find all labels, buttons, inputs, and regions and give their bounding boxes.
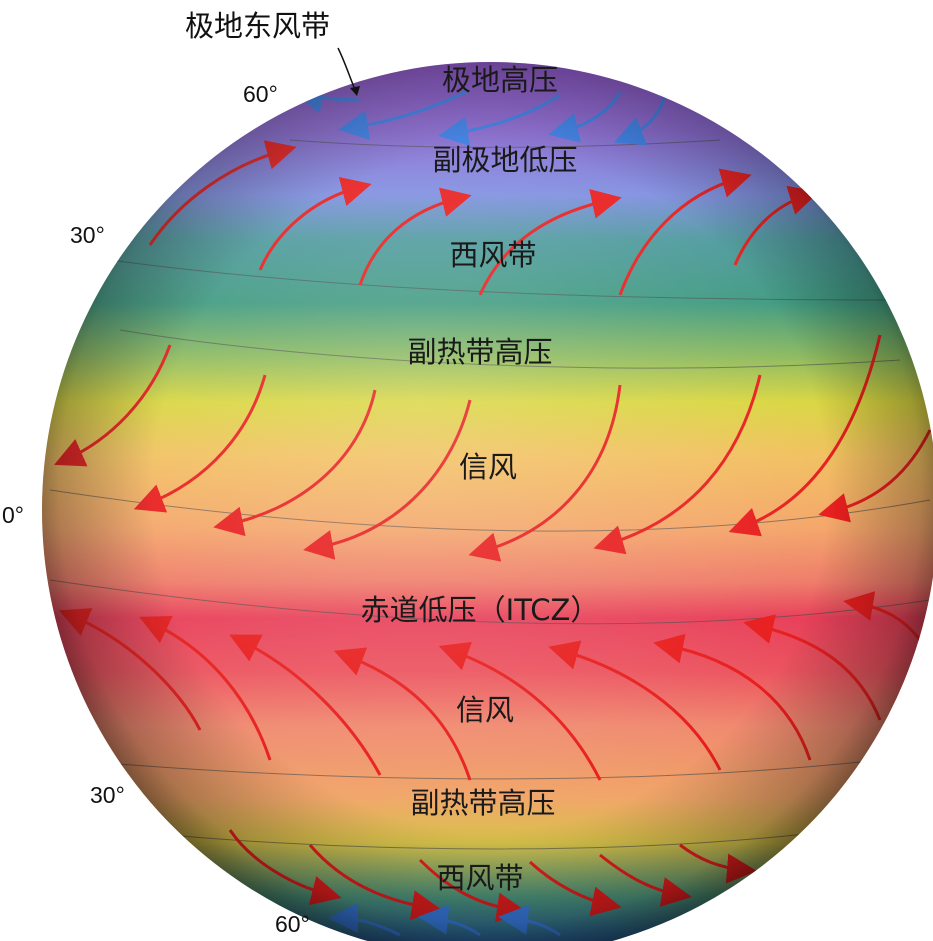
latitude-labels: 60° 30° 0° 30° 60°	[2, 81, 310, 937]
label-trades-north: 信风	[459, 450, 517, 484]
label-trades-south: 信风	[456, 693, 514, 727]
globe-body	[42, 62, 933, 941]
lat-label-north-30: 30°	[70, 222, 105, 248]
label-westerlies-south: 西风带	[436, 861, 523, 895]
lat-label-south-30: 30°	[90, 782, 125, 808]
lat-label-south-60: 60°	[275, 911, 310, 937]
lat-label-equator: 0°	[2, 502, 24, 528]
callout-label: 极地东风带	[185, 9, 330, 43]
label-westerlies-north: 西风带	[449, 238, 536, 272]
callout-pointer-head	[350, 86, 360, 96]
polar-easterlies-callout: 极地东风带	[185, 9, 360, 96]
zone-labels: 极地高压 副极地低压 西风带 副热带高压 信风 赤道低压（ITCZ） 信风 副热…	[361, 63, 600, 895]
label-subtropical-high-north: 副热带高压	[407, 335, 552, 369]
label-itcz: 赤道低压（ITCZ）	[361, 593, 600, 627]
label-polar-high: 极地高压	[442, 63, 558, 97]
label-subpolar-low: 副极地低压	[432, 143, 577, 177]
callout-pointer	[337, 47, 357, 93]
label-subtropical-high-south: 副热带高压	[410, 786, 555, 820]
lat-label-north-60: 60°	[243, 81, 278, 107]
